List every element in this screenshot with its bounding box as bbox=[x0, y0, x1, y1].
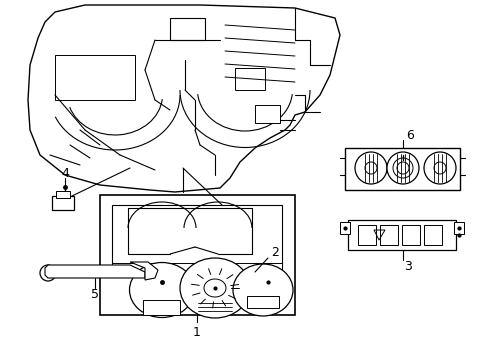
Ellipse shape bbox=[232, 264, 292, 316]
Polygon shape bbox=[28, 5, 339, 192]
Bar bbox=[453, 222, 463, 234]
Bar bbox=[246, 296, 279, 308]
Circle shape bbox=[354, 152, 386, 184]
Bar bbox=[379, 225, 397, 245]
Bar bbox=[142, 300, 180, 315]
Bar bbox=[170, 18, 204, 40]
Polygon shape bbox=[130, 262, 158, 280]
Ellipse shape bbox=[129, 262, 194, 318]
Bar bbox=[345, 148, 459, 190]
Bar bbox=[254, 105, 280, 123]
Bar bbox=[112, 263, 282, 271]
Bar bbox=[55, 55, 135, 100]
Text: 3: 3 bbox=[403, 261, 411, 274]
Bar bbox=[56, 191, 70, 198]
Ellipse shape bbox=[180, 258, 249, 318]
Bar bbox=[339, 222, 349, 234]
Polygon shape bbox=[45, 265, 145, 278]
Bar bbox=[357, 225, 375, 245]
Text: 6: 6 bbox=[405, 129, 413, 141]
Bar bbox=[235, 68, 264, 90]
Circle shape bbox=[40, 265, 56, 281]
Circle shape bbox=[386, 152, 418, 184]
Bar bbox=[347, 220, 455, 250]
Bar bbox=[52, 196, 74, 210]
Text: 4: 4 bbox=[61, 166, 69, 180]
Bar bbox=[112, 205, 282, 273]
Bar bbox=[100, 195, 294, 315]
Text: 2: 2 bbox=[270, 247, 278, 260]
Bar bbox=[401, 225, 419, 245]
Text: 5: 5 bbox=[91, 288, 99, 302]
Text: 1: 1 bbox=[193, 327, 201, 339]
Bar bbox=[423, 225, 441, 245]
Circle shape bbox=[423, 152, 455, 184]
